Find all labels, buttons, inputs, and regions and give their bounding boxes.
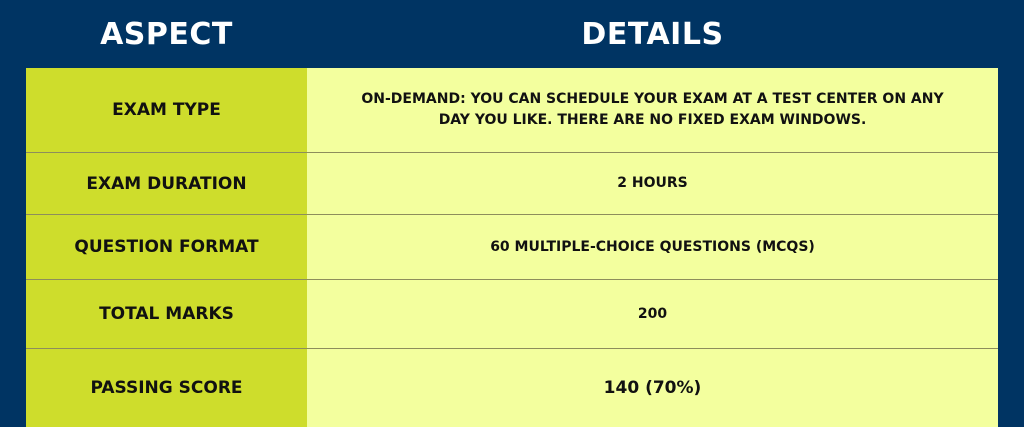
aspect-cell: PASSING SCORE bbox=[26, 349, 307, 427]
details-cell: 60 MULTIPLE-CHOICE QUESTIONS (MCQS) bbox=[307, 215, 998, 279]
aspect-cell: TOTAL MARKS bbox=[26, 280, 307, 348]
table-row: EXAM TYPE ON-DEMAND: YOU CAN SCHEDULE YO… bbox=[26, 68, 998, 153]
details-header: DETAILS bbox=[581, 16, 724, 52]
table-row: TOTAL MARKS 200 bbox=[26, 280, 998, 349]
details-text: ON-DEMAND: YOU CAN SCHEDULE YOUR EXAM AT… bbox=[361, 91, 944, 128]
table-row: QUESTION FORMAT 60 MULTIPLE-CHOICE QUEST… bbox=[26, 215, 998, 280]
details-cell: 200 bbox=[307, 280, 998, 348]
aspect-cell: EXAM DURATION bbox=[26, 153, 307, 214]
aspect-header: ASPECT bbox=[100, 16, 233, 52]
aspect-cell: EXAM TYPE bbox=[26, 68, 307, 152]
details-cell: 140 (70%) bbox=[307, 349, 998, 427]
aspect-cell: QUESTION FORMAT bbox=[26, 215, 307, 279]
details-cell: ON-DEMAND: YOU CAN SCHEDULE YOUR EXAM AT… bbox=[307, 68, 998, 152]
exam-info-table: EXAM TYPE ON-DEMAND: YOU CAN SCHEDULE YO… bbox=[26, 68, 998, 427]
table-row: EXAM DURATION 2 HOURS bbox=[26, 153, 998, 215]
table-row: PASSING SCORE 140 (70%) bbox=[26, 349, 998, 427]
details-cell: 2 HOURS bbox=[307, 153, 998, 214]
